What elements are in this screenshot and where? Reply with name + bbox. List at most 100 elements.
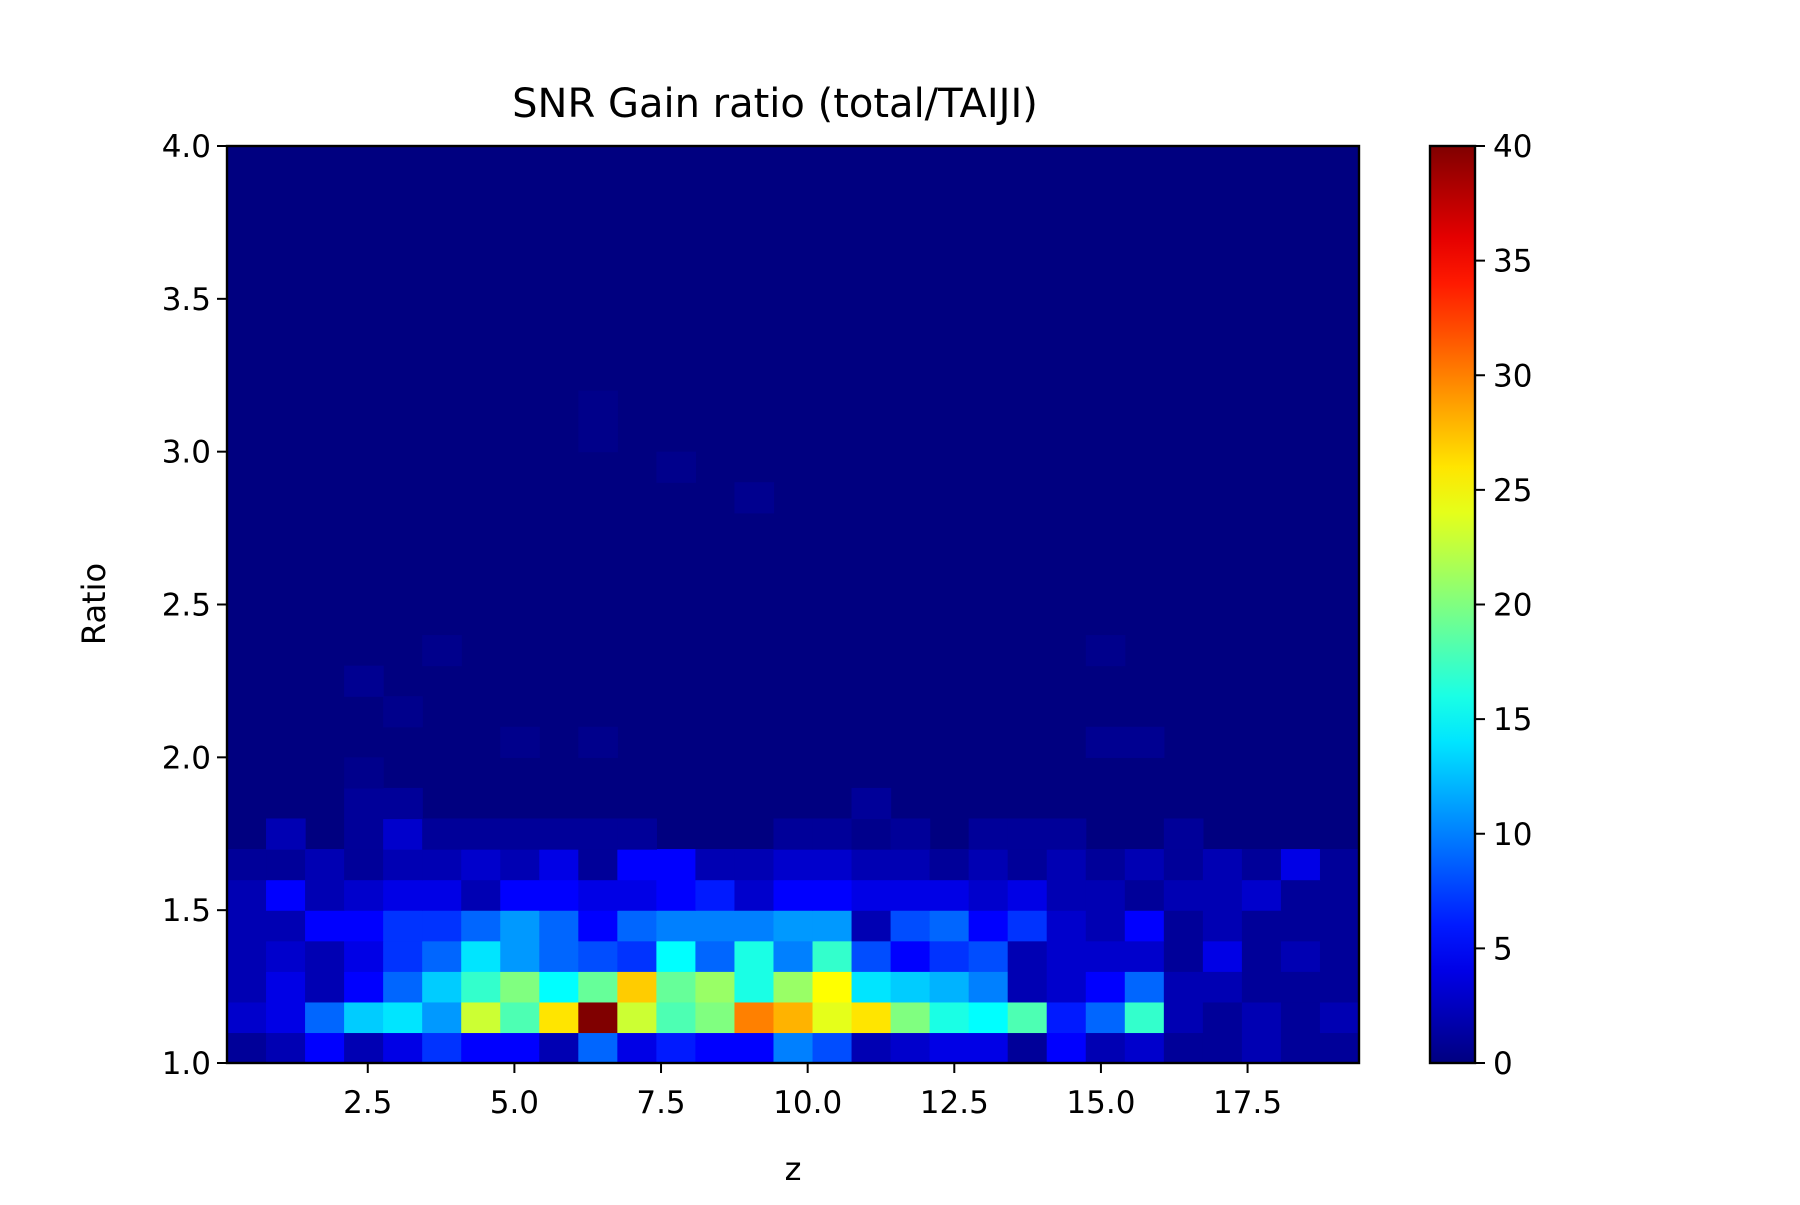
heatmap-cell [500,1032,540,1064]
y-axis: 1.0 1.5 2.0 2.5 3.0 3.5 4.0 [162,129,227,1082]
x-axis-label: z [785,1150,802,1188]
heatmap-cell [1085,849,1126,881]
heatmap-cell [539,971,579,1003]
heatmap-cell [1046,849,1087,881]
heatmap-cell [812,971,853,1003]
colorbar-tick-label: 30 [1493,358,1532,394]
heatmap-cell [578,726,618,758]
y-tick-label: 3.0 [162,435,211,471]
heatmap-cell [1124,1032,1165,1064]
heatmap-cell [968,1032,1009,1064]
chart-title: SNR Gain ratio (total/TAIJI) [512,81,1038,127]
heatmap-cell [968,910,1009,942]
heatmap-cell [1124,879,1165,911]
heatmap-cell [1280,879,1321,911]
heatmap-cell [422,635,462,667]
heatmap-cell [1163,1001,1204,1034]
heatmap-cell [539,849,579,881]
heatmap-cell [929,879,970,911]
colorbar-tick-label: 15 [1493,702,1532,738]
heatmap-cell [656,451,697,483]
heatmap-cell [1085,1001,1126,1034]
heatmap-cell [305,910,345,942]
heatmap-cell [539,818,579,850]
heatmap-cell [890,1032,931,1064]
heatmap-cell [734,849,775,881]
heatmap-cell [656,940,697,972]
heatmap-cell [344,1001,384,1034]
heatmap-cell [1046,940,1087,972]
heatmap-cell [1085,940,1126,972]
heatmap-cell [1280,1032,1321,1064]
heatmap-cell [500,818,540,850]
heatmap-cell [773,910,814,942]
heatmap-cell [344,971,384,1003]
heatmap-cell [383,910,423,942]
heatmap-cell [773,1032,814,1064]
heatmap-cell [227,910,267,942]
heatmap-cell [695,940,736,972]
heatmap-cell [539,879,579,911]
heatmap-cell [773,849,814,881]
heatmap-cell [851,818,892,850]
y-tick-label: 1.0 [162,1046,211,1082]
heatmap-cell [656,1032,697,1064]
heatmap-cell [617,849,657,881]
heatmap-cell [539,1032,579,1064]
heatmap-cell [1007,1001,1048,1034]
heatmap-cell [578,849,618,881]
heatmap-cell [422,1032,462,1064]
heatmap-cell [422,818,462,850]
heatmap-cell [344,879,384,911]
heatmap-cell [1280,940,1321,972]
heatmap-cell [578,390,618,422]
heatmap-cell [656,879,697,911]
x-axis: 2.5 5.0 7.5 10.0 12.5 15.0 17.5 [343,1063,1282,1121]
heatmap-cell [695,849,736,881]
heatmap-cell [383,696,423,728]
heatmap-cell [1046,971,1087,1003]
heatmap-cell [461,818,501,850]
heatmap-cell [1085,635,1126,667]
heatmap-cell [968,879,1009,911]
heatmap-cell [1202,971,1243,1003]
heatmap-cell [1124,849,1165,881]
heatmap-cell [1202,940,1243,972]
heatmap-cell [929,971,970,1003]
heatmap-cell [1046,1001,1087,1034]
heatmap-cell [1124,726,1165,758]
heatmap-cell [422,940,462,972]
heatmap-cell [734,879,775,911]
heatmap-cell [1202,1032,1243,1064]
heatmap-cell [1007,1032,1048,1064]
colorbar-tick-label: 40 [1493,129,1532,165]
heatmap-cell [227,940,267,972]
heatmap-cell [578,1001,618,1034]
heatmap-cell [305,971,345,1003]
heatmap-cell [1241,910,1282,942]
heatmap-cell [1007,879,1048,911]
heatmap-cell [461,1032,501,1064]
heatmap-cell [812,818,853,850]
heatmap-cell [617,1001,657,1034]
heatmap-cell [266,940,306,972]
heatmap-cell [1085,971,1126,1003]
heatmap-cell [617,879,657,911]
heatmap-cell [695,910,736,942]
heatmap-cell [500,726,540,758]
heatmap-cell [773,940,814,972]
heatmap-cell [734,1001,775,1034]
heatmap-cell [266,879,306,911]
heatmap-cell [1280,1001,1321,1034]
colorbar-tick-label: 10 [1493,817,1532,853]
heatmap-cell [968,1001,1009,1034]
heatmap-cell [1319,910,1360,942]
heatmap-cell [227,849,267,881]
y-tick-label: 1.5 [162,893,211,929]
heatmap-cell [578,421,618,453]
heatmap-cell [1241,1001,1282,1034]
heatmap-cell [968,971,1009,1003]
heatmap-cell [578,910,618,942]
colorbar-axis: 0 5 10 15 20 25 30 35 40 [1475,129,1532,1082]
heatmap-cell [227,1001,267,1034]
